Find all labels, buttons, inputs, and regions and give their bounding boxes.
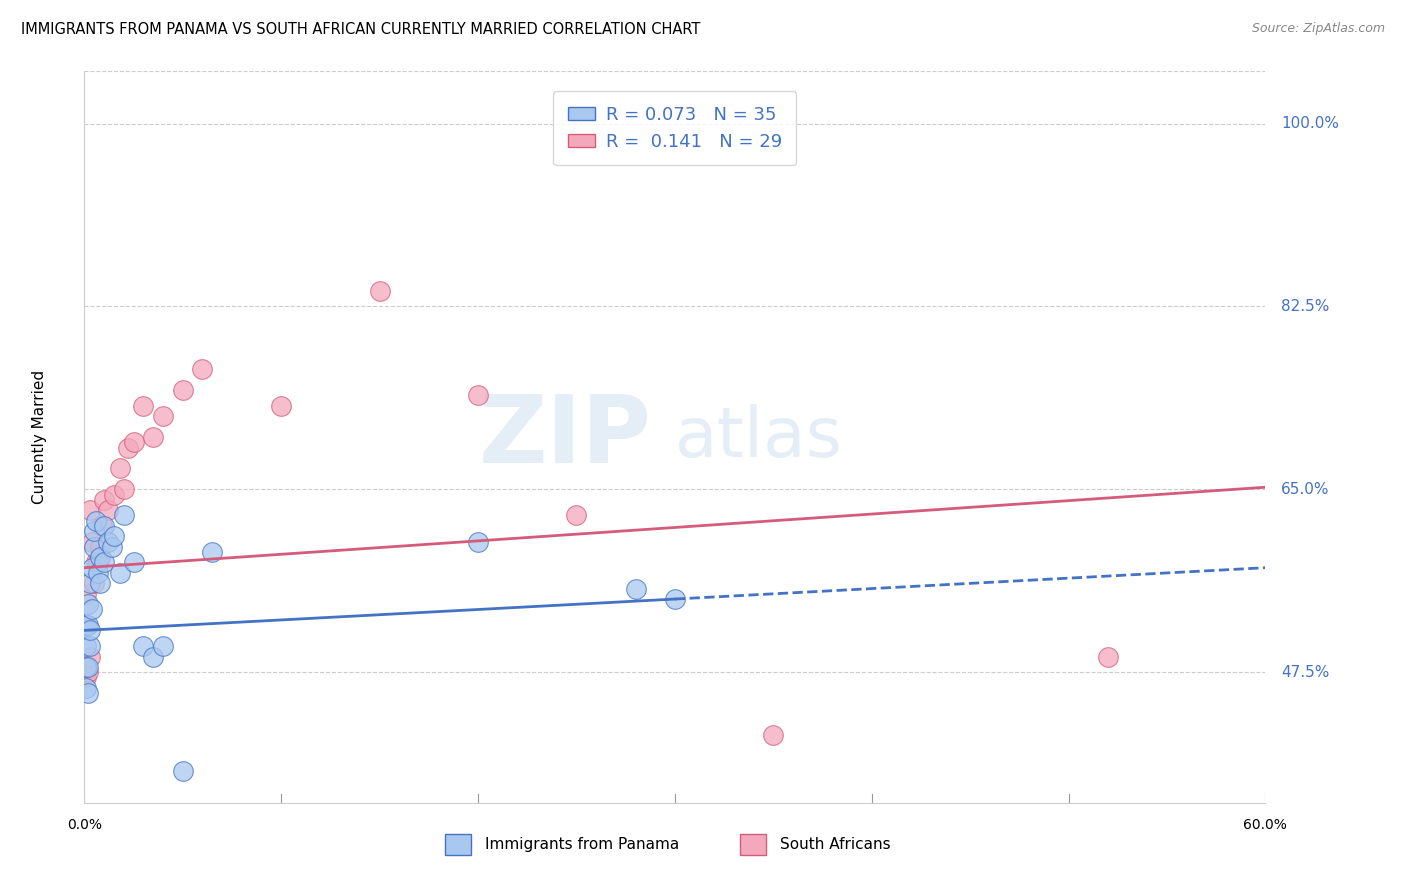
Point <box>79 624 101 638</box>
Point <box>142 649 165 664</box>
Text: atlas: atlas <box>675 403 842 471</box>
Text: 47.5%: 47.5% <box>1281 665 1330 680</box>
Point <box>82 602 104 616</box>
Point <box>84 556 107 570</box>
Point <box>142 430 165 444</box>
Point <box>132 399 155 413</box>
Point <box>1097 649 1119 664</box>
Point <box>89 540 111 554</box>
Point <box>93 556 115 570</box>
Point <box>83 540 105 554</box>
Point <box>103 487 125 501</box>
Point <box>664 592 686 607</box>
Point <box>83 576 105 591</box>
Point <box>467 534 489 549</box>
Point <box>87 556 110 570</box>
Point <box>565 508 588 523</box>
Bar <box>444 833 471 855</box>
Legend: R = 0.073   N = 35, R =  0.141   N = 29: R = 0.073 N = 35, R = 0.141 N = 29 <box>554 91 796 165</box>
Point <box>172 383 194 397</box>
Point <box>624 582 647 596</box>
Point <box>132 639 155 653</box>
Point <box>172 764 194 779</box>
Point <box>77 618 100 632</box>
Point <box>77 597 100 611</box>
Point <box>191 362 214 376</box>
Point <box>79 639 101 653</box>
Point <box>79 503 101 517</box>
Text: 0.0%: 0.0% <box>67 819 101 832</box>
Text: 100.0%: 100.0% <box>1281 116 1339 131</box>
Point <box>89 576 111 591</box>
Point <box>75 587 97 601</box>
Point <box>112 483 135 497</box>
Point <box>93 492 115 507</box>
Point <box>91 519 114 533</box>
Point <box>270 399 292 413</box>
Point <box>82 560 104 574</box>
Point <box>84 514 107 528</box>
Text: 82.5%: 82.5% <box>1281 299 1330 314</box>
Point <box>108 461 131 475</box>
Point <box>467 388 489 402</box>
Point <box>75 618 97 632</box>
Point <box>108 566 131 580</box>
Point <box>103 529 125 543</box>
Point <box>79 649 101 664</box>
Point <box>75 681 97 695</box>
Point <box>122 556 145 570</box>
Text: South Africans: South Africans <box>780 837 890 852</box>
Point <box>101 540 124 554</box>
Text: Source: ZipAtlas.com: Source: ZipAtlas.com <box>1251 22 1385 36</box>
Text: 65.0%: 65.0% <box>1281 482 1330 497</box>
Point <box>77 665 100 680</box>
Point <box>83 524 105 538</box>
Point <box>77 660 100 674</box>
Bar <box>740 833 766 855</box>
Point <box>762 728 785 742</box>
Point <box>97 503 120 517</box>
Point <box>112 508 135 523</box>
Text: 60.0%: 60.0% <box>1243 819 1288 832</box>
Point <box>75 660 97 674</box>
Point <box>75 670 97 684</box>
Point <box>97 534 120 549</box>
Point <box>87 566 110 580</box>
Point <box>93 519 115 533</box>
Point <box>368 284 391 298</box>
Point <box>117 441 139 455</box>
Point <box>152 639 174 653</box>
Point <box>75 639 97 653</box>
Point <box>79 576 101 591</box>
Point <box>89 550 111 565</box>
Text: Immigrants from Panama: Immigrants from Panama <box>485 837 679 852</box>
Point <box>77 686 100 700</box>
Point <box>122 435 145 450</box>
Point <box>152 409 174 424</box>
Point <box>82 534 104 549</box>
Text: Currently Married: Currently Married <box>32 370 46 504</box>
Point <box>201 545 224 559</box>
Text: ZIP: ZIP <box>478 391 651 483</box>
Text: IMMIGRANTS FROM PANAMA VS SOUTH AFRICAN CURRENTLY MARRIED CORRELATION CHART: IMMIGRANTS FROM PANAMA VS SOUTH AFRICAN … <box>21 22 700 37</box>
